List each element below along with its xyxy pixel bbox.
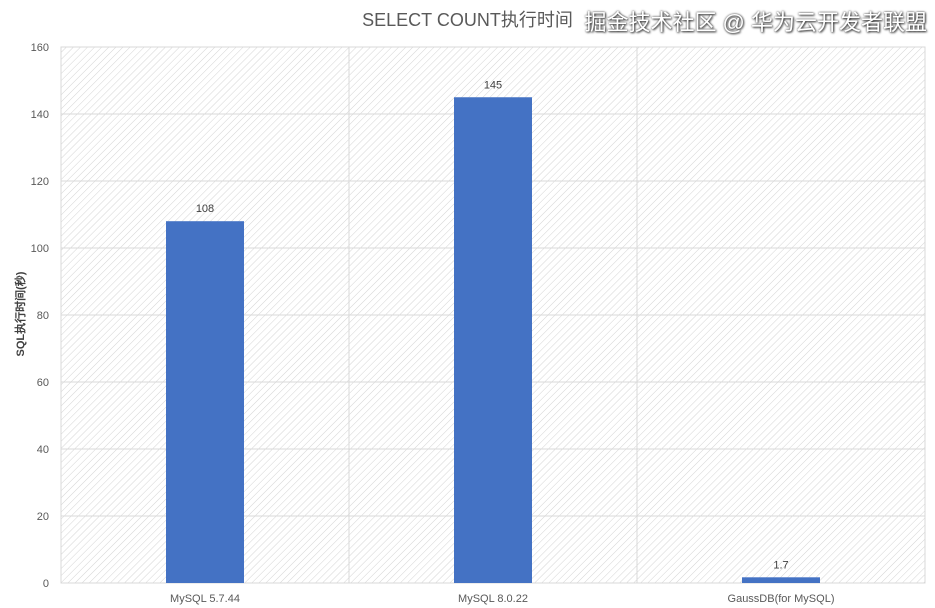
y-tick-label: 120: [31, 176, 49, 188]
bar: [166, 221, 244, 583]
y-tick-label: 80: [37, 310, 49, 322]
bar: [454, 97, 532, 583]
y-tick-label: 40: [37, 444, 49, 456]
y-tick-label: 100: [31, 243, 49, 255]
watermark: 掘金技术社区 @ 华为云开发者联盟: [584, 10, 927, 35]
bar: [742, 577, 820, 583]
chart-title: SELECT COUNT执行时间: [362, 10, 573, 30]
y-axis-label: SQL执行时间(秒): [15, 271, 27, 357]
x-tick-label: MySQL 8.0.22: [458, 593, 528, 605]
x-tick-label: GaussDB(for MySQL): [728, 593, 835, 605]
data-label: 108: [196, 203, 214, 215]
y-tick-label: 20: [37, 511, 49, 523]
x-tick-label: MySQL 5.7.44: [170, 593, 240, 605]
y-tick-label: 60: [37, 377, 49, 389]
data-label: 145: [484, 79, 502, 91]
y-tick-label: 160: [31, 42, 49, 54]
y-tick-label: 140: [31, 109, 49, 121]
y-tick-label: 0: [43, 578, 49, 590]
data-label: 1.7: [773, 559, 788, 571]
